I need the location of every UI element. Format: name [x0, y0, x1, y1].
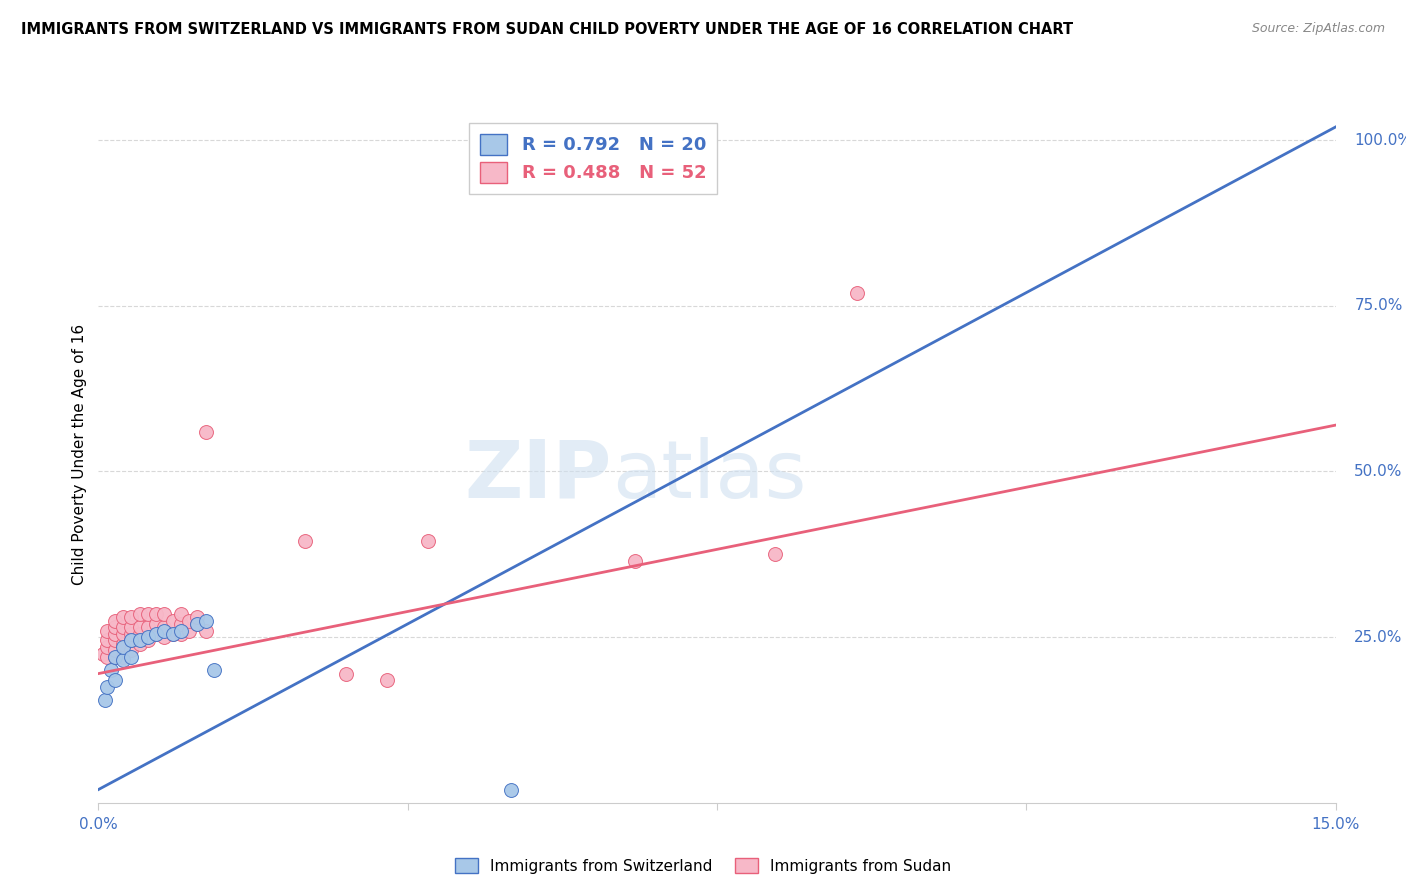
Point: [96, 633, 118, 648]
Point: [128, 607, 150, 621]
Point: [112, 637, 135, 651]
Point: [162, 627, 184, 641]
Point: [153, 624, 176, 638]
Text: 75.0%: 75.0%: [1354, 298, 1403, 313]
Point: [104, 650, 127, 665]
Point: [104, 643, 127, 657]
Point: [120, 633, 142, 648]
Point: [846, 285, 869, 300]
Point: [96, 640, 118, 654]
Point: [145, 607, 167, 621]
Point: [136, 620, 159, 634]
Point: [179, 624, 201, 638]
Point: [763, 547, 786, 561]
Point: [136, 630, 159, 644]
Point: [194, 614, 217, 628]
Point: [100, 663, 122, 677]
Text: IMMIGRANTS FROM SWITZERLAND VS IMMIGRANTS FROM SUDAN CHILD POVERTY UNDER THE AGE: IMMIGRANTS FROM SWITZERLAND VS IMMIGRANT…: [21, 22, 1073, 37]
Point: [94, 693, 117, 707]
Point: [120, 627, 142, 641]
Point: [136, 633, 159, 648]
Text: ZIP: ZIP: [464, 437, 612, 515]
Point: [162, 614, 184, 628]
Point: [96, 680, 118, 694]
Point: [136, 607, 159, 621]
Y-axis label: Child Poverty Under the Age of 16: Child Poverty Under the Age of 16: [72, 325, 87, 585]
Point: [162, 627, 184, 641]
Point: [112, 650, 135, 665]
Point: [170, 627, 193, 641]
Point: [145, 616, 167, 631]
Point: [112, 610, 135, 624]
Point: [120, 620, 142, 634]
Point: [128, 627, 150, 641]
Point: [153, 630, 176, 644]
Text: Source: ZipAtlas.com: Source: ZipAtlas.com: [1251, 22, 1385, 36]
Point: [375, 673, 398, 688]
Point: [179, 614, 201, 628]
Point: [104, 633, 127, 648]
Point: [186, 616, 208, 631]
Point: [112, 620, 135, 634]
Point: [120, 650, 142, 665]
Point: [153, 620, 176, 634]
Point: [104, 673, 127, 688]
Point: [657, 153, 679, 167]
Point: [170, 607, 193, 621]
Text: 25.0%: 25.0%: [1354, 630, 1403, 645]
Point: [623, 554, 645, 568]
Point: [104, 620, 127, 634]
Point: [194, 624, 217, 638]
Point: [91, 647, 114, 661]
Legend: Immigrants from Switzerland, Immigrants from Sudan: Immigrants from Switzerland, Immigrants …: [449, 852, 957, 880]
Point: [112, 640, 135, 654]
Point: [145, 627, 167, 641]
Text: 50.0%: 50.0%: [1354, 464, 1403, 479]
Point: [418, 534, 440, 549]
Point: [186, 610, 208, 624]
Point: [202, 663, 225, 677]
Point: [170, 616, 193, 631]
Point: [128, 637, 150, 651]
Point: [194, 425, 217, 439]
Point: [335, 666, 357, 681]
Point: [120, 633, 142, 648]
Point: [170, 624, 193, 638]
Point: [128, 620, 150, 634]
Text: 100.0%: 100.0%: [1354, 133, 1406, 148]
Legend: R = 0.792   N = 20, R = 0.488   N = 52: R = 0.792 N = 20, R = 0.488 N = 52: [470, 123, 717, 194]
Point: [499, 782, 522, 797]
Point: [96, 650, 118, 665]
Point: [104, 650, 127, 665]
Point: [128, 633, 150, 648]
Point: [145, 627, 167, 641]
Text: atlas: atlas: [612, 437, 806, 515]
Point: [294, 534, 316, 549]
Point: [153, 607, 176, 621]
Point: [120, 643, 142, 657]
Point: [112, 653, 135, 667]
Point: [120, 610, 142, 624]
Point: [104, 627, 127, 641]
Point: [186, 616, 208, 631]
Point: [112, 627, 135, 641]
Point: [96, 624, 118, 638]
Point: [104, 614, 127, 628]
